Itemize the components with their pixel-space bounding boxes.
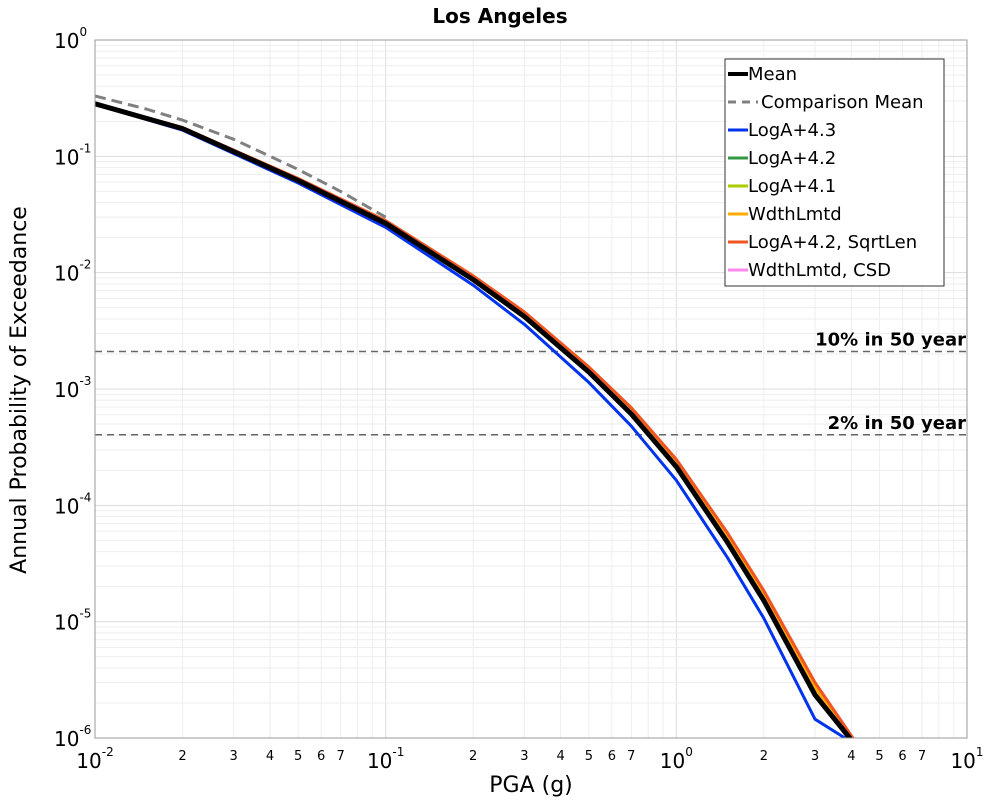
x-minor-tick-label: 7 [627,749,635,764]
x-tick-label: 100 [660,745,693,773]
legend-label: Mean [748,64,797,85]
x-minor-tick-label: 2 [178,749,186,764]
legend-label: WdthLmtd, CSD [748,260,891,281]
x-minor-tick-label: 3 [520,749,528,764]
reference-line-label: 10% in 50 year [815,330,966,351]
x-minor-tick-label: 4 [847,749,855,764]
legend-label: LogA+4.3 [748,120,836,141]
plot-frame [94,39,968,739]
x-minor-tick-label: 4 [266,749,274,764]
chart-title: Los Angeles [432,4,567,28]
x-minor-tick-label: 3 [230,749,238,764]
y-tick-label: 10-6 [54,723,91,751]
y-axis-ticks: 100 10-1 10-2 10-3 10-4 10-5 10-6 [54,25,91,751]
series-line-7 [95,101,853,738]
legend-label: LogA+4.2 [748,148,836,169]
y-axis-label: Annual Probability of Exceedance [7,206,32,574]
y-tick-label: 10-5 [54,607,91,635]
reference-line-label: 2% in 50 year [828,413,966,434]
x-minor-tick-label: 2 [469,749,477,764]
x-minor-tick-label: 4 [557,749,565,764]
y-tick-label: 10-2 [54,258,91,286]
x-minor-tick-label: 6 [608,749,616,764]
series-line-6 [95,94,387,219]
x-tick-label: 101 [950,745,983,773]
x-minor-tick-label: 6 [317,749,325,764]
x-minor-tick-label: 3 [811,749,819,764]
y-tick-label: 10-4 [54,490,91,518]
legend-label: WdthLmtd [748,204,842,225]
legend-label: LogA+4.2, SqrtLen [748,232,917,253]
x-tick-label: 10-1 [367,745,404,773]
y-tick-label: 10-3 [54,374,91,402]
x-minor-tick-label: 7 [918,749,926,764]
x-axis-label: PGA (g) [489,773,573,798]
legend-box [724,58,945,287]
series-layer [95,94,855,738]
y-tick-label: 100 [54,25,87,53]
y-tick-label: 10-1 [54,141,91,169]
x-minor-tick-label: 7 [337,749,345,764]
x-minor-tick-label: 2 [760,749,768,764]
grid [94,40,967,739]
legend-label: LogA+4.1 [748,176,836,197]
x-minor-tick-label: 5 [585,749,593,764]
x-minor-tick-label: 6 [898,749,906,764]
x-minor-tick-label: 5 [294,749,302,764]
reference-lines: 10% in 50 year 2% in 50 year [95,330,967,436]
legend-label: Comparison Mean [761,92,924,113]
legend: Mean Comparison Mean LogA+4.3 LogA+4.2 LogA+… [724,58,945,287]
x-minor-tick-label: 5 [875,749,883,764]
x-tick-label: 10-2 [76,745,113,773]
